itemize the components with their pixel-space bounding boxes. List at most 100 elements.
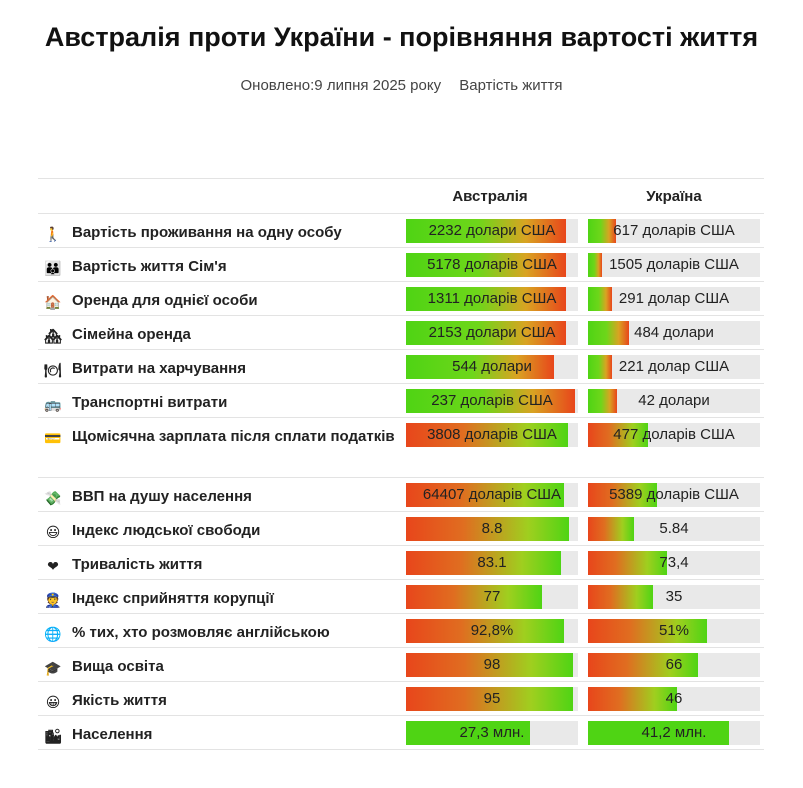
bar-fill [406,219,566,243]
row-label-text: Індекс людської свободи [72,522,261,539]
bar-value-text: 2153 долари США [428,324,556,341]
row-label[interactable]: ❤ Тривалість життя [38,546,400,577]
row-label[interactable]: 👮 Індекс сприйняття корупції [38,580,400,611]
row-label[interactable]: 🎓 Вища освіта [38,648,400,679]
comparison-table: Австралія Україна 🚶 Вартість проживання н… [38,178,764,750]
bar-value-text: 98 [483,656,501,673]
row-label[interactable]: 🌐 % тих, хто розмовляє англійською [38,614,400,645]
table-row: 👪 Вартість життя Сім'я 5178 доларів США 150… [38,248,764,282]
australia-value-bar: 98 [406,653,578,677]
ukraine-value-bar: 617 доларів США [588,219,760,243]
person-walking-icon: 🚶 [44,226,62,242]
row-label-text: Сімейна оренда [72,326,191,343]
category-link[interactable]: Вартість життя [459,77,563,94]
bar-fill [406,517,570,541]
row-label-text: Вартість проживання на одну особу [72,224,342,241]
plate-icon: 🍽 [44,362,62,378]
ukraine-value-bar: 5.84 [588,517,760,541]
australia-value-bar: 77 [406,585,578,609]
bar-value-text: 221 долар США [618,358,730,375]
ukraine-value-bar: 46 [588,687,760,711]
ukraine-value-bar: 42 долари [588,389,760,413]
row-label[interactable]: 🍽 Витрати на харчування [38,350,400,381]
bar-fill [588,321,630,345]
australia-value-bar: 544 долари [406,355,578,379]
table-row: 🏘 Сімейна оренда 2153 долари США 484 долари [38,316,764,350]
bus-icon: 🚌 [44,396,62,412]
bar-fill [588,721,730,745]
bar-value-text: 66 [665,656,683,673]
ukraine-value-bar: 35 [588,585,760,609]
row-label[interactable]: 💳 Щомісячна зарплата після сплати податкі… [38,418,400,449]
bar-value-text: 1311 доларів США [427,290,557,307]
bar-value-text: 51% [658,622,690,639]
bar-fill [406,321,566,345]
australia-value-bar: 92,8% [406,619,578,643]
bar-value-text: 617 доларів США [613,222,735,239]
table-row: 👮 Індекс сприйняття корупції 77 35 [38,580,764,614]
bar-fill [588,423,649,447]
australia-value-bar: 8.8 [406,517,578,541]
bar-value-text: 544 долари [452,358,532,375]
bar-fill [588,253,602,277]
row-label-text: Оренда для однієї особи [72,292,258,309]
ukraine-value-bar: 41,2 млн. [588,721,760,745]
table-row: 💸 ВВП на душу населення 64407 доларів США 5… [38,478,764,512]
row-label-text: Індекс сприйняття корупції [72,590,274,607]
table-row: 🎓 Вища освіта 98 66 [38,648,764,682]
row-label-text: Населення [72,726,153,743]
row-label[interactable]: 🚶 Вартість проживання на одну особу [38,214,400,245]
updated-date: Оновлено:9 липня 2025 року [240,77,442,94]
bar-value-text: 42 долари [638,392,710,409]
houses-icon: 🏘 [44,328,62,344]
bar-fill [406,423,568,447]
bar-fill [588,219,616,243]
row-label-text: ВВП на душу населення [72,488,252,505]
bar-fill [406,721,530,745]
ukraine-value-bar: 73,4 [588,551,760,575]
bar-fill [588,355,613,379]
ukraine-value-bar: 477 доларів США [588,423,760,447]
row-label[interactable]: 😃 Індекс людської свободи [38,512,400,543]
table-body: 🚶 Вартість проживання на одну особу 2232 д… [38,214,764,750]
australia-value-bar: 237 доларів США [406,389,578,413]
bar-value-text: 291 долар США [618,290,730,307]
row-label[interactable]: 🚌 Транспортні витрати [38,384,400,415]
bar-value-text: 64407 доларів США [422,486,562,503]
table-row: 🌐 % тих, хто розмовляє англійською 92,8% 51… [38,614,764,648]
australia-value-bar: 3808 доларів США [406,423,578,447]
ukraine-value-bar: 484 долари [588,321,760,345]
row-label-text: % тих, хто розмовляє англійською [72,624,330,641]
bar-fill [588,585,654,609]
bar-value-text: 3808 доларів США [427,426,557,443]
bar-value-text: 5389 доларів США [609,486,739,503]
bar-fill [588,287,613,311]
page-subtitle: Оновлено:9 липня 2025 року Вартість житт… [0,77,803,94]
table-row: 🚶 Вартість проживання на одну особу 2232 д… [38,214,764,248]
row-label[interactable]: 🏘 Сімейна оренда [38,316,400,347]
row-label[interactable]: 🏙 Населення [38,716,400,747]
row-label[interactable]: 🏠 Оренда для однієї особи [38,282,400,313]
row-label[interactable]: 😀 Якість життя [38,682,400,713]
ukraine-value-bar: 221 долар США [588,355,760,379]
credit-card-icon: 💳 [44,430,62,446]
bar-fill [588,517,635,541]
smile-face-icon: 😃 [45,524,61,540]
table-row: 🏠 Оренда для однієї особи 1311 доларів США… [38,282,764,316]
column-header-ukraine: Україна [646,187,702,205]
table-row: 🚌 Транспортні витрати 237 доларів США 42 до… [38,384,764,418]
row-label[interactable]: 👪 Вартість життя Сім'я [38,248,400,279]
table-row: ❤ Тривалість життя 83.1 73,4 [38,546,764,580]
australia-value-bar: 27,3 млн. [406,721,578,745]
bar-fill [406,687,573,711]
ukraine-value-bar: 66 [588,653,760,677]
bar-value-text: 95 [483,690,501,707]
ukraine-value-bar: 1505 доларів США [588,253,760,277]
bar-value-text: 484 долари [634,324,714,341]
ukraine-value-bar: 51% [588,619,760,643]
police-officer-icon: 👮 [44,592,62,608]
table-row: 😃 Індекс людської свободи 8.8 5.84 [38,512,764,546]
row-label[interactable]: 💸 ВВП на душу населення [38,478,400,509]
heart-icon: ❤ [47,558,59,574]
row-label-text: Витрати на харчування [72,360,246,377]
